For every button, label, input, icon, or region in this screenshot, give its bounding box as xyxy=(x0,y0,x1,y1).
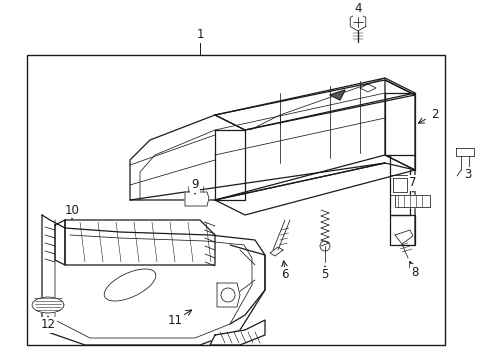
Text: 4: 4 xyxy=(353,1,361,14)
Polygon shape xyxy=(215,130,244,200)
Polygon shape xyxy=(65,220,215,265)
Text: 10: 10 xyxy=(64,203,79,216)
Polygon shape xyxy=(209,320,264,345)
Text: 2: 2 xyxy=(430,108,438,122)
Polygon shape xyxy=(217,283,240,307)
Text: 12: 12 xyxy=(41,319,55,332)
Polygon shape xyxy=(329,90,345,100)
Polygon shape xyxy=(269,247,283,256)
Polygon shape xyxy=(349,13,365,31)
Polygon shape xyxy=(32,297,64,313)
Text: 3: 3 xyxy=(464,168,471,181)
Text: 5: 5 xyxy=(321,269,328,282)
Text: 8: 8 xyxy=(410,266,418,279)
Text: 9: 9 xyxy=(191,179,198,192)
Bar xyxy=(27,55,444,345)
Text: 6: 6 xyxy=(281,269,288,282)
Polygon shape xyxy=(394,230,412,244)
Polygon shape xyxy=(184,192,208,206)
Polygon shape xyxy=(384,80,414,170)
Text: 1: 1 xyxy=(196,28,203,41)
Polygon shape xyxy=(42,215,264,345)
Text: 7: 7 xyxy=(408,176,416,189)
Text: 11: 11 xyxy=(167,314,182,327)
Polygon shape xyxy=(215,80,414,130)
Polygon shape xyxy=(215,155,414,215)
Polygon shape xyxy=(455,148,473,156)
Polygon shape xyxy=(394,195,429,207)
